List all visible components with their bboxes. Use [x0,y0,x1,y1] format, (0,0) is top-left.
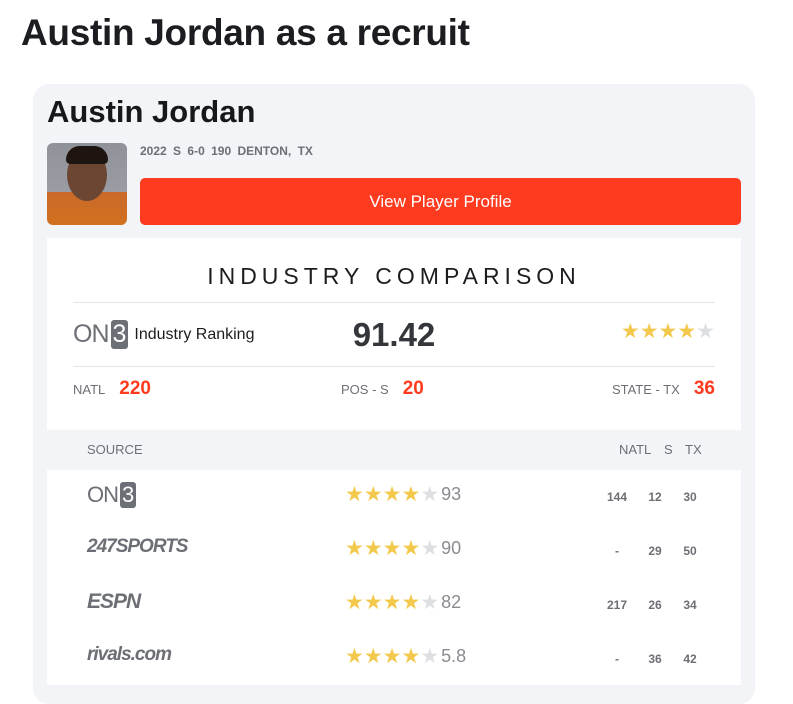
hometown: DENTON, TX [237,144,313,158]
rivals-logo: rivals.com [87,644,172,665]
star-filled-icon: ★ [345,537,364,560]
comparison-title: INDUSTRY COMPARISON [207,263,581,289]
star-filled-icon: ★ [382,537,402,560]
weight: 190 [211,144,232,158]
natl: - [615,652,619,666]
state: 34 [683,598,697,612]
state-rank: STATE - TX 36 [611,378,715,399]
star-filled-icon: ★ [401,591,421,614]
star-empty-icon: ★ [420,483,440,506]
pos: 36 [648,652,662,666]
pos: 26 [648,598,662,612]
star-filled-icon: ★ [401,537,421,560]
star-empty-icon: ★ [420,537,440,560]
player-name[interactable]: Austin Jordan [47,94,256,129]
star-empty-icon: ★ [420,591,440,614]
star-filled-icon: ★ [401,483,421,506]
star-empty-icon: ★ [420,645,440,668]
position-rank: POS - S 20 [341,378,424,399]
star-filled-icon: ★ [363,483,383,506]
class-year: 2022 [140,144,167,158]
table-row: rivals.com ★ ★ ★ ★ ★ 5.8 - 36 42 [47,632,741,686]
natl-rank: NATL 220 [73,378,151,399]
source-table: ON 3 ★ ★ ★ ★ ★ 93 144 12 30 247SPORTS ★ ★ ★ ★ ★ 90 … [47,470,741,685]
recruit-card: Austin Jordan 2022 S 6-0 190 DENTON, TX … [33,84,755,704]
header-state: TX [685,442,702,457]
state: 50 [683,544,697,558]
natl: 144 [606,490,628,504]
industry-ranking-label: Industry Ranking [134,325,255,343]
row-stars: ★ ★ ★ ★ ★ [345,592,439,613]
row-stars: ★ ★ ★ ★ ★ [345,538,439,559]
247sports-logo: 247SPORTS [87,536,188,557]
natl: 217 [606,598,628,612]
row-stars: ★ ★ ★ ★ ★ [345,484,439,505]
header-source: SOURCE [87,442,143,457]
industry-stars: ★ ★ ★ ★ ★ [621,321,715,342]
state: 30 [683,490,697,504]
star-filled-icon: ★ [382,591,402,614]
table-row: ON 3 ★ ★ ★ ★ ★ 93 144 12 30 [47,470,741,524]
position: S [173,144,182,158]
star-empty-icon: ★ [696,320,715,343]
pos: 29 [648,544,662,558]
star-filled-icon: ★ [639,320,659,343]
page-title: Austin Jordan as a recruit [21,12,470,53]
height: 6-0 [187,144,205,158]
rating: 90 [441,538,462,558]
divider [73,302,715,303]
view-player-profile-button[interactable]: View Player Profile [140,178,741,225]
espn-logo: ESPN [87,590,141,613]
star-filled-icon: ★ [363,537,383,560]
table-header: SOURCE NATL S TX [47,430,741,470]
table-row: ESPN ★ ★ ★ ★ ★ 82 217 26 34 [47,578,741,632]
star-filled-icon: ★ [658,320,678,343]
star-filled-icon: ★ [382,483,402,506]
industry-score: 91.42 [352,316,436,353]
on3-logo: ON 3 [87,482,137,508]
table-row: 247SPORTS ★ ★ ★ ★ ★ 90 - 29 50 [47,524,741,578]
star-filled-icon: ★ [363,645,383,668]
header-pos: S [664,442,673,457]
on3-logo: ON 3 [73,320,129,349]
star-filled-icon: ★ [345,591,364,614]
star-filled-icon: ★ [345,645,364,668]
star-filled-icon: ★ [620,320,640,343]
state: 42 [683,652,697,666]
row-stars: ★ ★ ★ ★ ★ [345,646,439,667]
rating: 5.8 [441,646,467,666]
pos: 12 [648,490,662,504]
divider [73,366,715,367]
star-filled-icon: ★ [363,591,383,614]
industry-comparison-panel: INDUSTRY COMPARISON ON 3 Industry Ranking… [47,238,741,430]
star-filled-icon: ★ [345,483,364,506]
industry-ranking: ON 3 Industry Ranking [73,320,254,349]
star-filled-icon: ★ [401,645,421,668]
rating: 93 [441,484,462,504]
player-meta: 2022 S 6-0 190 DENTON, TX [140,144,313,158]
header-natl: NATL [619,442,652,457]
natl: - [615,544,619,558]
star-filled-icon: ★ [382,645,402,668]
rating: 82 [441,592,462,612]
player-photo[interactable] [47,143,127,225]
star-filled-icon: ★ [677,320,697,343]
